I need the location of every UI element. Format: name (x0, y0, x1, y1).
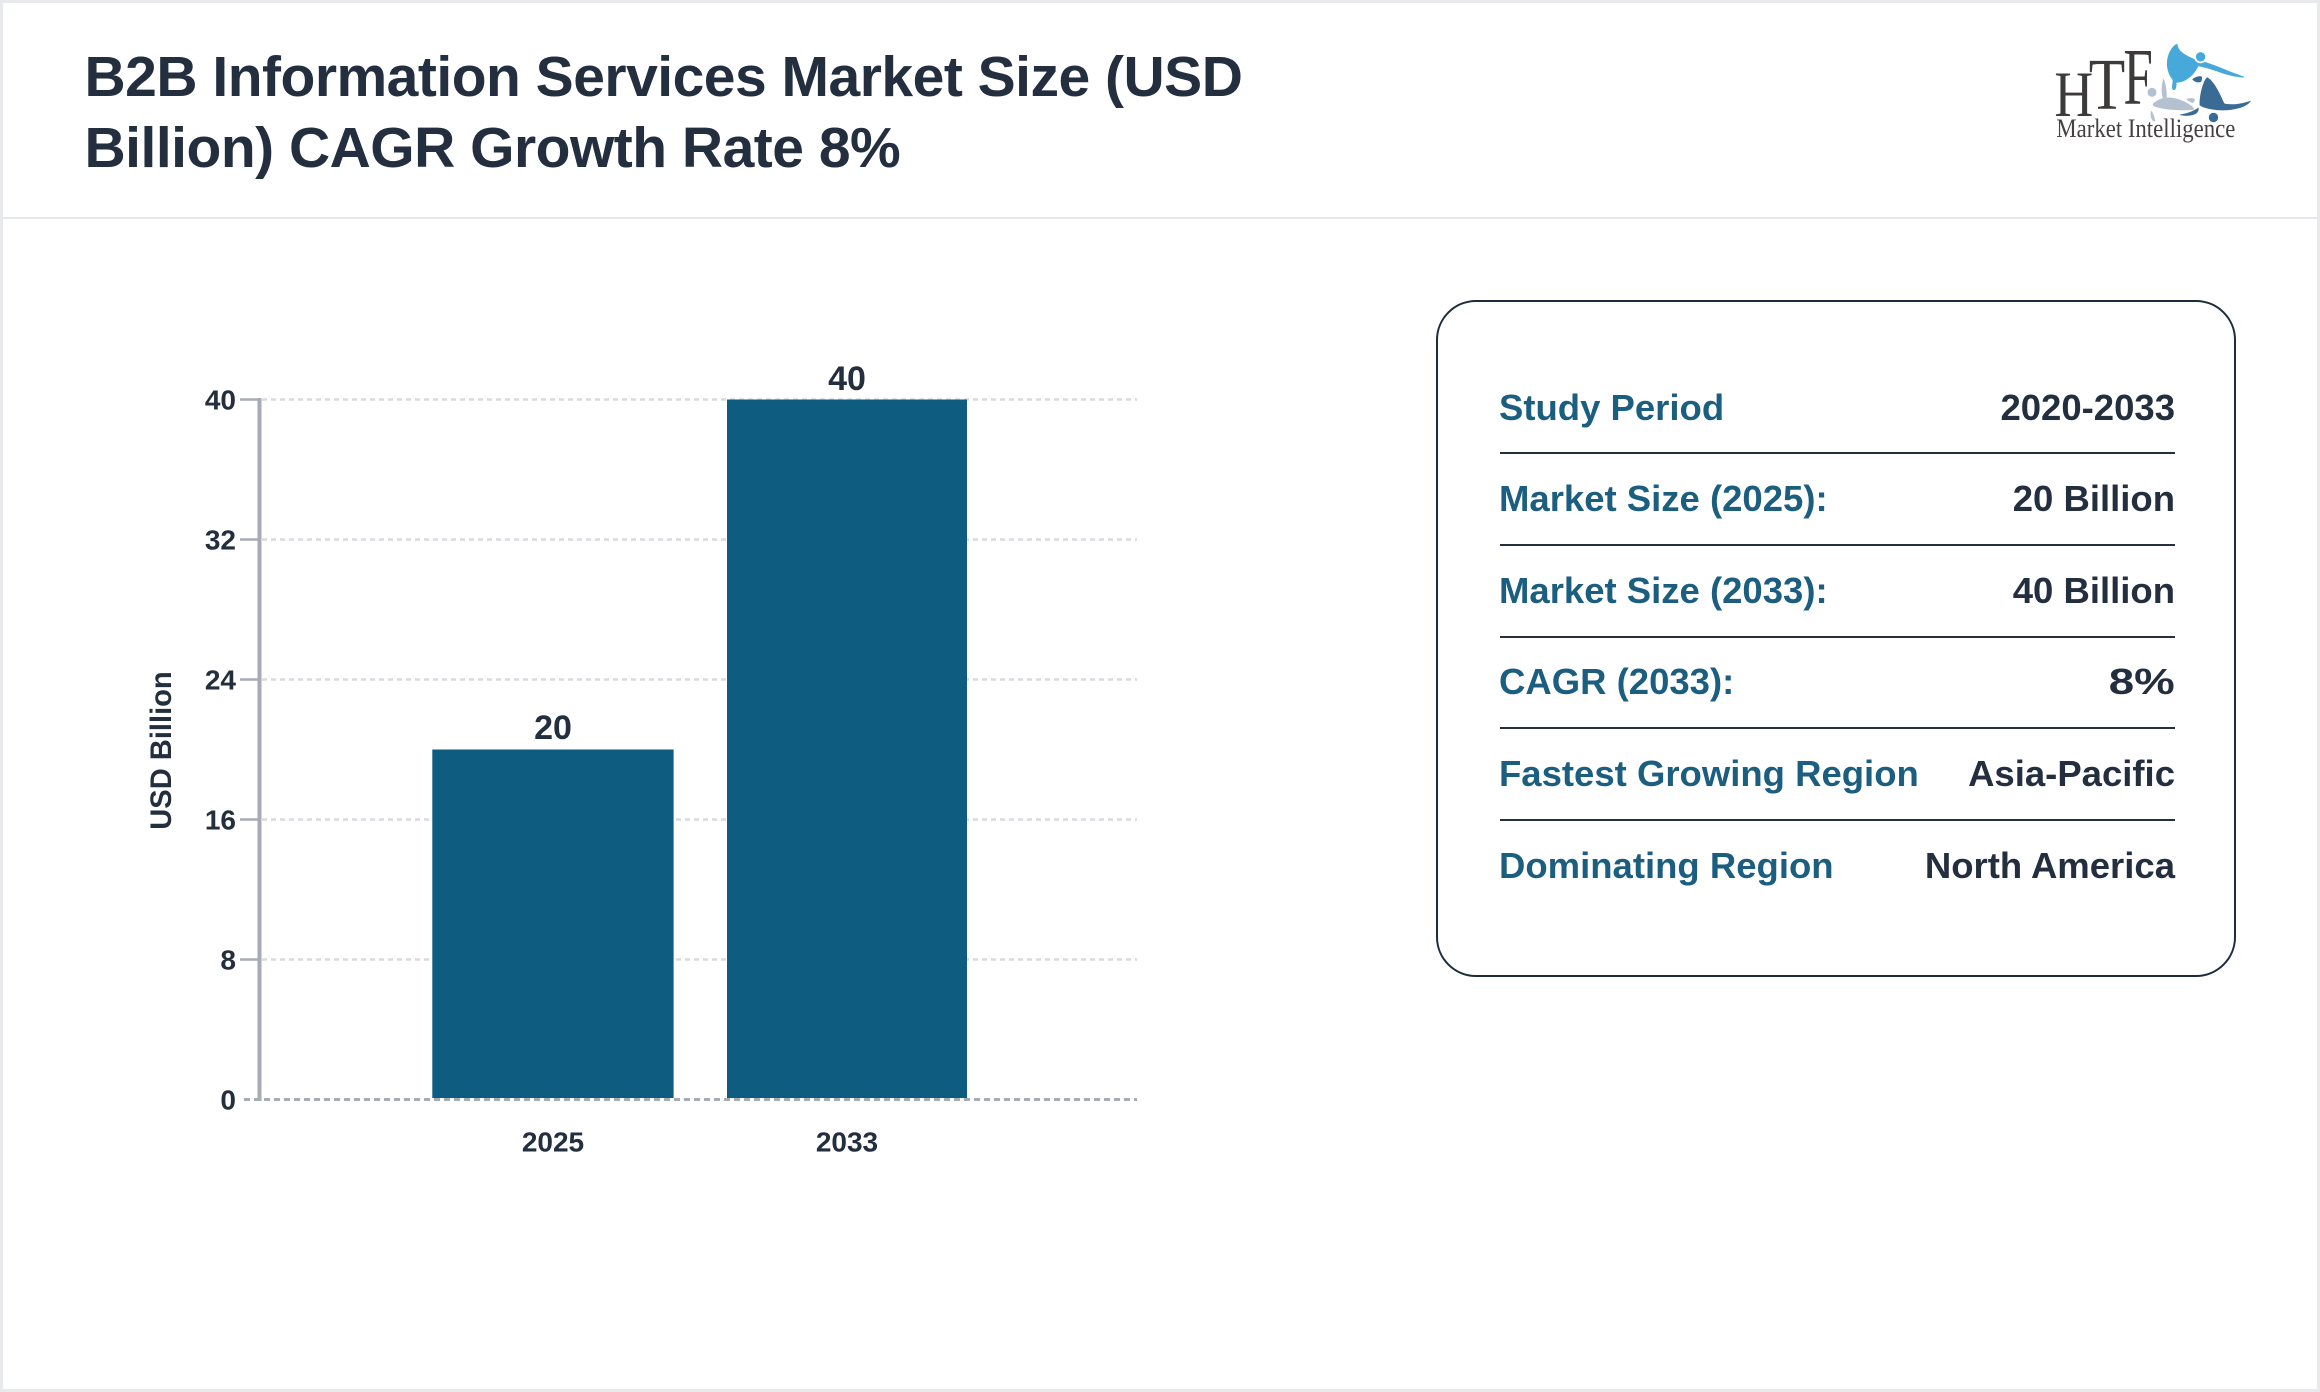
svg-text:40: 40 (828, 360, 866, 398)
svg-text:2033: 2033 (816, 1127, 878, 1158)
svg-text:24: 24 (205, 665, 237, 696)
svg-text:T: T (2089, 44, 2125, 125)
svg-text:2025: 2025 (522, 1127, 584, 1158)
svg-text:20: 20 (534, 709, 572, 747)
svg-text:Market Intelligence: Market Intelligence (2056, 115, 2235, 144)
svg-text:0: 0 (220, 1085, 236, 1116)
svg-text:H: H (2054, 59, 2093, 131)
svg-text:16: 16 (205, 805, 236, 836)
svg-text:40: 40 (205, 385, 236, 416)
svg-text:8: 8 (220, 945, 236, 976)
svg-text:F: F (2123, 32, 2153, 122)
svg-text:32: 32 (205, 525, 236, 556)
svg-text:USD Billion: USD Billion (145, 671, 178, 829)
